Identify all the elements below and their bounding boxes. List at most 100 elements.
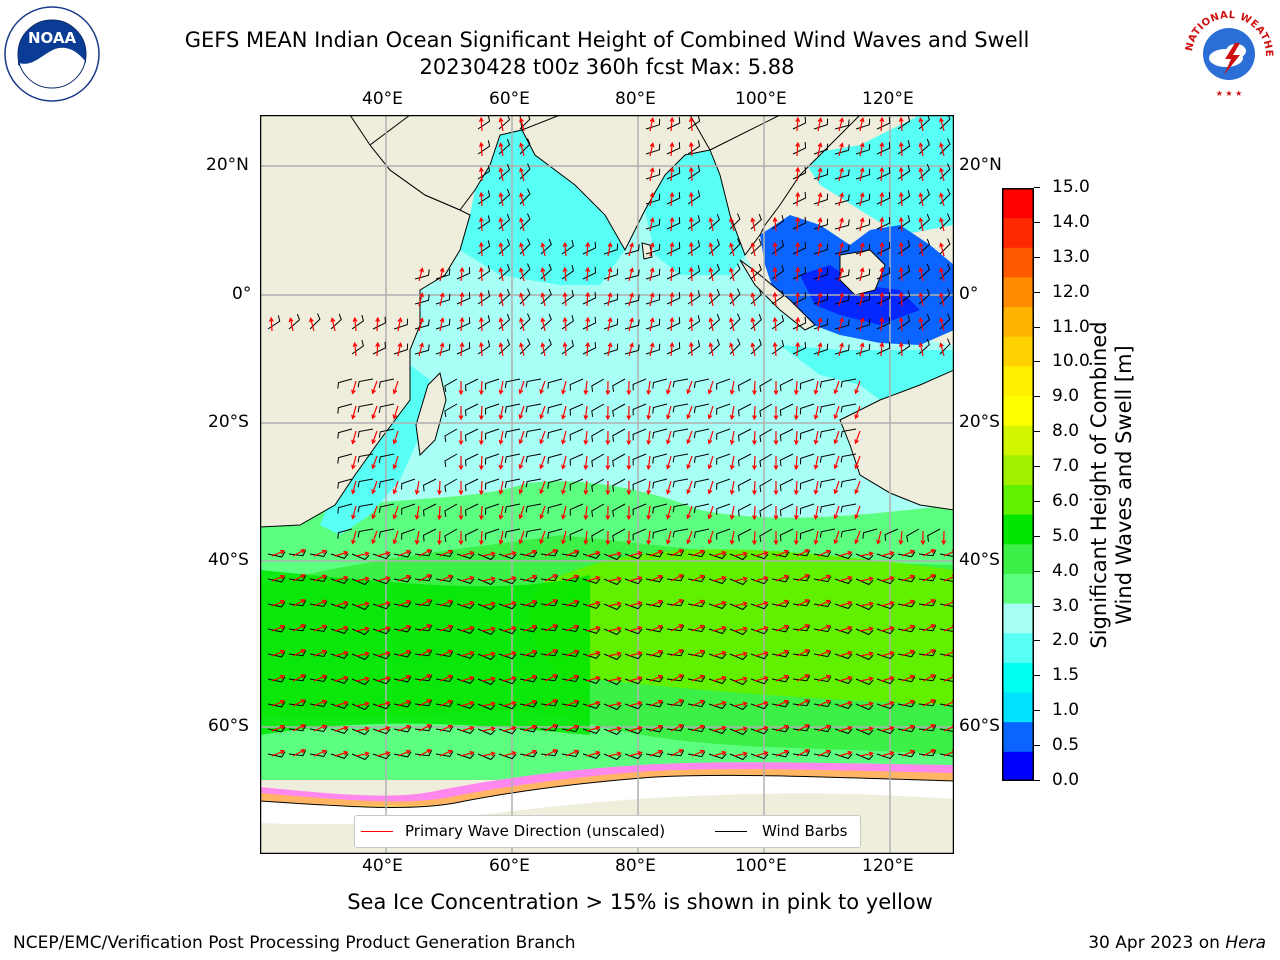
wind-barb <box>792 550 811 557</box>
wave-direction-arrow <box>458 506 464 521</box>
wave-direction-arrow <box>561 480 567 495</box>
wave-direction-arrow <box>898 216 904 232</box>
wave-direction-arrow <box>502 551 517 557</box>
wind-barb <box>357 453 374 463</box>
wave-direction-arrow <box>691 724 705 732</box>
wind-barb <box>435 576 454 583</box>
wave-direction-arrow <box>518 380 525 395</box>
wave-direction-arrow <box>772 341 778 357</box>
wave-direction-arrow <box>838 142 844 157</box>
wave-direction-arrow <box>795 141 801 157</box>
wave-direction-arrow <box>292 649 306 657</box>
nws-logo: NATIONAL WEATHER SERVICE ★ ★ ★ <box>1180 3 1276 99</box>
wave-direction-arrow <box>649 699 664 707</box>
wind-barb <box>547 528 563 539</box>
wave-direction-arrow <box>544 574 558 582</box>
wave-direction-arrow <box>922 749 936 757</box>
wind-barb <box>591 528 605 542</box>
wave-direction-arrow <box>585 241 591 257</box>
wave-direction-arrow <box>733 701 748 707</box>
wave-direction-arrow <box>688 341 694 357</box>
wave-direction-arrow <box>838 242 844 257</box>
wave-direction-arrow <box>544 599 558 607</box>
wave-direction-arrow <box>773 506 779 521</box>
wave-direction-arrow <box>817 574 831 582</box>
wind-barb <box>519 338 531 355</box>
wave-direction-arrow <box>460 725 475 732</box>
wave-direction-arrow <box>793 430 799 446</box>
wind-barb <box>819 403 836 413</box>
ocean-bay-bengal <box>645 150 745 275</box>
colorbar-tick-label: 13.0 <box>1052 246 1090 267</box>
wind-barb <box>884 528 899 541</box>
wind-barb <box>504 503 521 513</box>
wave-direction-arrow <box>879 141 885 157</box>
wind-barb <box>819 528 836 538</box>
wave-direction-arrow <box>838 117 844 132</box>
wave-direction-arrow <box>539 480 546 495</box>
wind-barb <box>309 601 328 608</box>
wind-barb <box>779 403 794 417</box>
colorbar-segment <box>1002 306 1034 337</box>
wave-direction-arrow <box>498 405 504 420</box>
wind-barb <box>813 726 832 733</box>
wave-direction-arrow <box>649 267 655 282</box>
wind-barb <box>939 138 951 155</box>
wave-direction-arrow <box>540 267 546 282</box>
wave-direction-arrow <box>498 167 504 182</box>
wind-barb <box>267 701 286 708</box>
wave-direction-arrow <box>795 291 801 307</box>
wave-direction-arrow <box>334 575 349 582</box>
wave-direction-arrow <box>880 626 895 632</box>
wave-direction-arrow <box>817 192 823 207</box>
colorbar-tick-mark <box>1034 187 1040 188</box>
wind-barb <box>645 651 664 658</box>
wave-direction-arrow <box>898 191 904 207</box>
wind-barb <box>337 453 353 464</box>
wind-barb <box>591 403 605 417</box>
wave-direction-arrow <box>750 317 756 332</box>
wave-direction-arrow <box>859 676 874 682</box>
wave-direction-arrow <box>939 192 945 207</box>
land-borneo <box>839 249 886 296</box>
footer-host: Hera <box>1225 933 1266 953</box>
wind-barb <box>288 550 307 557</box>
wave-direction-arrow <box>838 650 853 657</box>
wind-barb <box>519 263 531 280</box>
y-tick-left-40S: 40°S <box>208 550 249 570</box>
wind-barb <box>687 701 706 708</box>
wave-direction-arrow <box>351 530 357 545</box>
wave-direction-arrow <box>670 749 684 757</box>
wave-direction-arrow <box>607 267 613 282</box>
wind-barb <box>357 378 374 388</box>
wind-barb <box>813 626 832 633</box>
wave-direction-arrow <box>439 317 445 332</box>
wind-barb <box>672 453 689 463</box>
wave-direction-arrow <box>502 576 517 582</box>
wind-barb <box>813 701 832 708</box>
wave-direction-arrow <box>376 676 391 682</box>
wave-direction-arrow <box>854 380 861 395</box>
wave-direction-arrow <box>313 549 327 557</box>
wind-barb <box>288 725 307 732</box>
wind-barb <box>267 751 286 758</box>
wave-direction-arrow <box>922 549 936 557</box>
wind-barb <box>504 528 521 538</box>
wave-direction-arrow <box>626 480 632 496</box>
colorbar-title-line1: Significant Height of Combined <box>1087 321 1111 649</box>
colorbar-tick-mark <box>1034 500 1040 502</box>
wind-barb <box>632 528 647 541</box>
wind-barb <box>569 453 584 466</box>
wind-barb <box>309 751 328 758</box>
colorbar-tick-mark <box>1034 605 1040 607</box>
wind-barb <box>612 528 626 542</box>
wave-direction-arrow <box>729 380 735 396</box>
wave-direction-arrow <box>796 649 810 657</box>
wave-direction-arrow <box>707 505 714 520</box>
colorbar-tick-label: 5.0 <box>1052 525 1080 546</box>
wave-direction-arrow <box>271 549 286 557</box>
wave-direction-arrow <box>271 749 286 757</box>
wave-direction-arrow <box>686 430 693 445</box>
wind-barb <box>799 378 815 390</box>
y-tick-right-0: 0° <box>959 284 979 304</box>
